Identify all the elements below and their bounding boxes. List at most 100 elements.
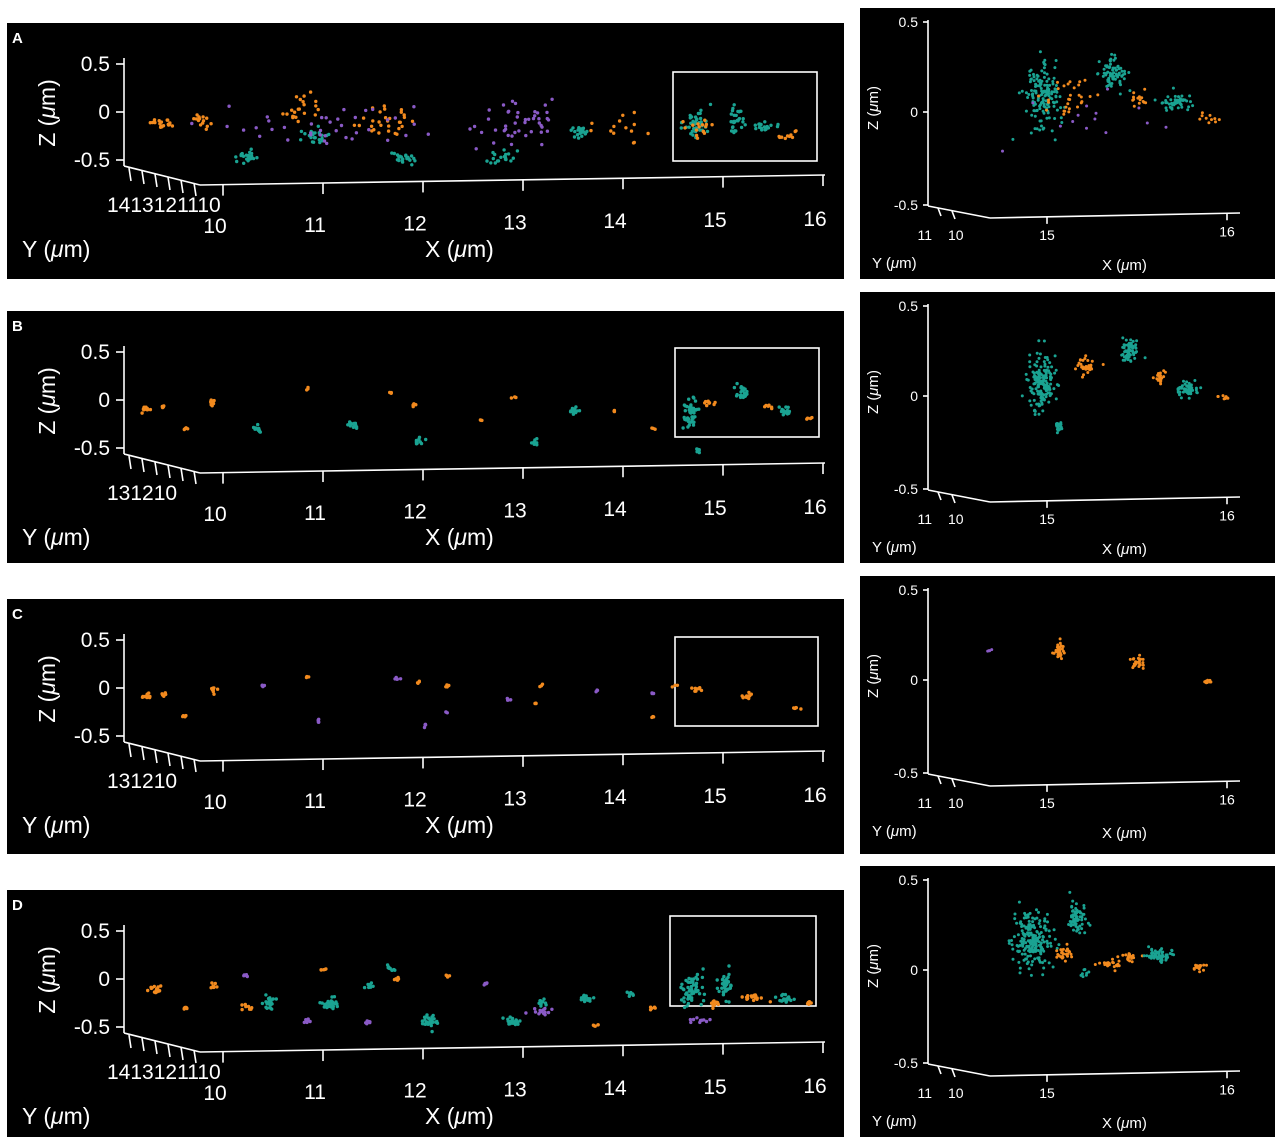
data-point xyxy=(1045,912,1049,916)
data-point xyxy=(586,996,590,1001)
data-point xyxy=(1042,393,1046,397)
data-point xyxy=(1036,392,1040,396)
data-point xyxy=(1160,951,1164,955)
data-point xyxy=(1176,390,1180,393)
data-point xyxy=(1069,924,1073,928)
data-point xyxy=(632,110,636,115)
data-point xyxy=(1051,651,1055,655)
y-axis-label: Y (μm) xyxy=(22,236,90,262)
data-point xyxy=(740,995,744,999)
data-point xyxy=(624,126,628,130)
data-point xyxy=(1104,131,1108,135)
data-point xyxy=(1019,920,1023,924)
cluster-orange xyxy=(1216,394,1230,401)
data-point xyxy=(302,111,307,116)
data-point xyxy=(1056,422,1060,426)
cluster-teal xyxy=(579,993,596,1004)
z-axis-label: Z (μm) xyxy=(865,370,882,414)
data-point xyxy=(751,998,756,1003)
data-point xyxy=(1031,938,1035,941)
data-point xyxy=(268,1006,272,1010)
data-point xyxy=(1185,99,1189,103)
cluster-teal xyxy=(1120,336,1147,363)
data-point xyxy=(1017,950,1021,954)
data-point xyxy=(412,122,416,126)
data-point xyxy=(1082,373,1085,377)
y-tick xyxy=(180,1046,184,1061)
data-point xyxy=(1063,959,1067,963)
data-point xyxy=(535,111,540,115)
cluster-orange xyxy=(240,1002,254,1012)
data-point xyxy=(378,110,382,114)
y-axis-line xyxy=(123,165,201,186)
data-point xyxy=(590,121,594,126)
data-point xyxy=(1187,105,1191,109)
data-point xyxy=(1015,944,1019,947)
data-point xyxy=(689,1020,693,1025)
data-point xyxy=(393,131,397,136)
cluster-purple xyxy=(190,104,430,146)
data-point xyxy=(499,155,503,159)
data-point xyxy=(392,977,397,982)
data-point xyxy=(1070,955,1074,959)
data-point xyxy=(698,128,702,132)
data-point xyxy=(506,133,510,138)
data-point xyxy=(1171,86,1175,90)
data-point xyxy=(510,134,514,138)
data-point xyxy=(503,124,508,128)
data-point xyxy=(1045,108,1048,112)
data-point xyxy=(1010,939,1013,942)
y-tick xyxy=(951,210,956,220)
data-point xyxy=(1035,77,1039,81)
data-point xyxy=(736,119,740,123)
data-point xyxy=(445,974,449,978)
data-point xyxy=(164,692,168,697)
data-point xyxy=(204,127,208,131)
data-point xyxy=(1062,84,1066,88)
data-point xyxy=(741,696,745,700)
chart-a-zoom: 0.5 0 -0.5 11 10 15 16 X (μm) Y (μm) Z (μm) xyxy=(865,14,1241,274)
data-point xyxy=(357,123,361,128)
data-point xyxy=(1118,92,1122,96)
data-point xyxy=(768,1000,772,1004)
data-point xyxy=(670,685,674,689)
data-point xyxy=(571,126,575,130)
cluster-orange xyxy=(352,104,415,136)
data-point xyxy=(733,129,737,133)
data-point xyxy=(1026,915,1030,919)
data-point xyxy=(1086,366,1090,369)
data-point xyxy=(651,714,655,719)
data-point xyxy=(1066,954,1069,958)
x-tick-label: 16 xyxy=(803,208,826,231)
data-point xyxy=(309,135,313,140)
data-point xyxy=(1020,89,1024,93)
data-point xyxy=(575,133,580,137)
data-point xyxy=(502,148,506,152)
y-tick-label: 10 xyxy=(948,511,964,527)
data-point xyxy=(1129,344,1133,348)
data-point xyxy=(1118,79,1122,83)
data-point xyxy=(1042,383,1046,387)
data-point xyxy=(1029,973,1033,977)
data-point xyxy=(1094,111,1098,115)
cluster-orange xyxy=(192,113,213,131)
data-point xyxy=(400,124,404,129)
y-tick xyxy=(128,167,132,182)
data-point xyxy=(196,118,201,123)
data-point xyxy=(495,159,500,163)
data-point xyxy=(195,113,199,117)
data-point xyxy=(1037,385,1040,389)
data-point xyxy=(686,985,690,990)
data-point xyxy=(1064,105,1068,109)
data-point xyxy=(324,116,328,120)
y-tick xyxy=(937,775,942,785)
x-tick-label: 12 xyxy=(403,789,426,812)
data-point xyxy=(1032,75,1036,79)
data-point xyxy=(265,115,269,119)
data-point xyxy=(1086,371,1090,374)
y-tick xyxy=(128,743,132,758)
data-point xyxy=(625,990,629,994)
data-point xyxy=(472,124,477,129)
data-point xyxy=(1198,964,1202,967)
